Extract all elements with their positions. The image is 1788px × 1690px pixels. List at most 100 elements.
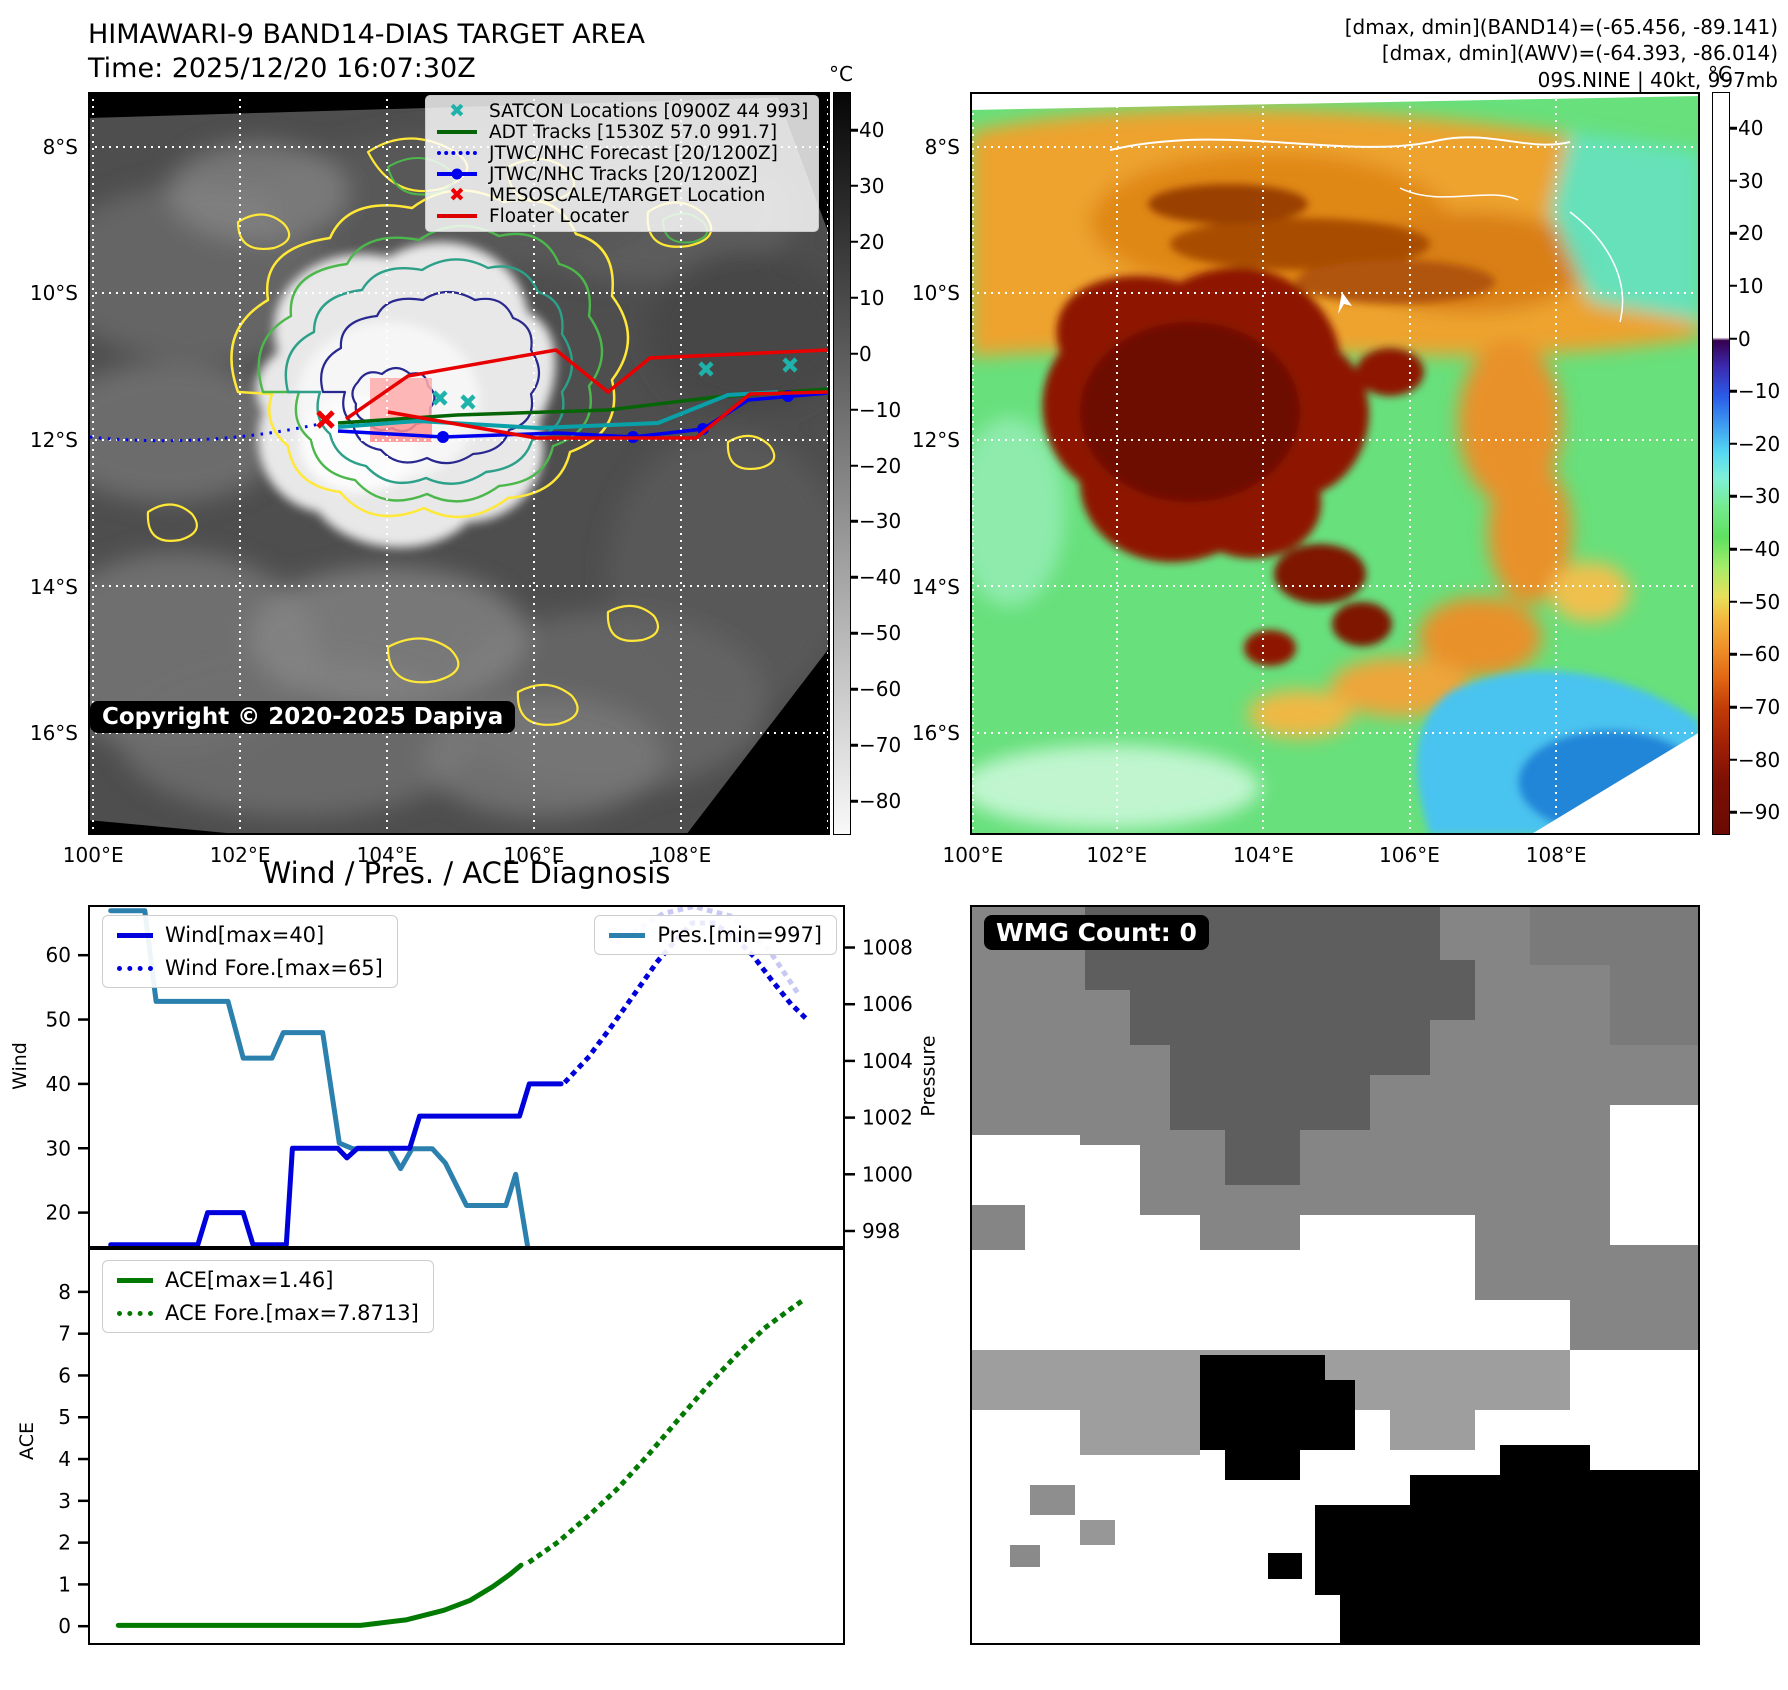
ir-colorbar-tick-label: 10 (859, 285, 885, 310)
ir-colorbar-tick-mark (851, 520, 858, 523)
ace-chart: 0 1 2 3 4 5 6 7 8 ACE[max=1.46] ACE Fore.[max=7.8… (58, 1248, 845, 1645)
legend-item-label: ADT Tracks [1530Z 57.0 991.7] (489, 121, 778, 143)
right-map-lon-tick: 104°E (1233, 843, 1294, 867)
ir-satellite-map: ✖ SATCON Locations [0900Z 44 993] ADT Trac… (30, 92, 830, 867)
enhanced-colorbar-tick-mark (1730, 758, 1737, 761)
left-map-lon-tick: 100°E (62, 843, 124, 867)
enhanced-colorbar-tick-label: −80 (1738, 747, 1781, 772)
legend-solid-line (437, 130, 477, 134)
enhanced-colorbar-tick-mark (1730, 389, 1737, 393)
enhanced-colorbar-tick-label: −30 (1738, 484, 1781, 509)
ir-colorbar-tick-label: −50 (859, 621, 902, 646)
ir-colorbar-tick-label: 40 (859, 118, 885, 142)
ir-colorbar-tick-mark (851, 408, 858, 411)
right-map-lon-tick: 100°E (942, 843, 1004, 867)
line-marker-icon (434, 130, 480, 134)
enhanced-colorbar-tick-label: −40 (1738, 537, 1781, 562)
ir-colorbar-tick-mark (851, 799, 858, 803)
left-map-lat-tick: 16°S (29, 721, 78, 746)
wind-ytick: 40 (46, 1072, 71, 1096)
wind-series-pres-fore- (614, 905, 804, 1000)
enhanced-colorbar-tick-mark (1730, 653, 1737, 656)
ace-legend-label: ACE[max=1.46] (165, 1268, 334, 1292)
enhanced-colorbar-tick-label: −70 (1738, 695, 1781, 720)
info-awv: [dmax, dmin](AWV)=(-64.393, -86.014) (1381, 41, 1778, 66)
ace-legend-entry: ACE Fore.[max=7.8713] (117, 1301, 419, 1325)
page-title: HIMAWARI-9 BAND14-DIAS TARGET AREA (88, 19, 645, 50)
line-marker-icon (434, 214, 480, 218)
wind-ytick: 60 (46, 943, 71, 967)
wind-legend-swatch (117, 932, 153, 938)
right-map-lat-tick: 8°S (924, 134, 960, 159)
ace-ytick: 0 (58, 1614, 71, 1638)
ace-axis-label: ACE (15, 1422, 38, 1460)
ace-ytick: 1 (58, 1572, 71, 1596)
ir-colorbar: °C 40 30 20 10 0 −10 −20 −30 −40 −50 −60 −70 −80 (829, 62, 903, 835)
enhanced-colorbar-tick-label: 10 (1738, 273, 1764, 298)
wind-ytick: 50 (46, 1008, 71, 1032)
floater-track-line (345, 348, 829, 421)
wind-legend-entry: Wind Fore.[max=65] (117, 956, 383, 980)
x-marker-icon: ✖ (434, 101, 480, 121)
pressure-legend-swatch (609, 932, 646, 938)
wind-legend: Wind[max=40] Wind Fore.[max=65] (102, 915, 398, 988)
enhanced-colorbar-tick-mark (1730, 811, 1737, 814)
legend-item: ✖ SATCON Locations [0900Z 44 993] (434, 100, 809, 122)
enhanced-colorbar-tick-mark (1730, 232, 1737, 235)
right-map-lat-tick: 12°S (911, 427, 960, 452)
right-map-lat-tick: 14°S (911, 574, 960, 599)
enhanced-colorbar-tick-label: −60 (1738, 642, 1781, 667)
ace-series-ace-fore- (527, 1293, 811, 1565)
wind-ytick: 1006 (862, 992, 913, 1016)
ir-colorbar-tick-label: −10 (859, 397, 902, 422)
enhanced-colorbar: °C 40 30 20 10 0 −10 −20 −30 −40 −50 −60 −70 −80 −90 (1708, 62, 1782, 835)
ace-legend-label: ACE Fore.[max=7.8713] (165, 1301, 419, 1325)
wind-legend-entry: Wind[max=40] (117, 923, 383, 947)
enhanced-colorbar-tick-label: 0 (1738, 326, 1751, 351)
legend-solid-line (437, 214, 477, 218)
map-legend: ✖ SATCON Locations [0900Z 44 993] ADT Trac… (425, 95, 820, 232)
ir-colorbar-tick-label: −60 (859, 677, 902, 702)
pressure-legend-label: Pres.[min=997] (657, 923, 822, 947)
ir-colorbar-tick-label: −80 (859, 789, 902, 814)
wind-ytick: 1008 (862, 936, 913, 960)
forecast-track-line (89, 421, 325, 443)
satcon-x-markers (432, 357, 798, 410)
mesoscale-x-marker (316, 410, 335, 429)
enhanced-colorbar-tick-mark (1730, 284, 1737, 288)
legend-item-label: JTWC/NHC Forecast [20/1200Z] (489, 142, 778, 164)
wind-ytick: 30 (46, 1136, 71, 1160)
right-map-lon-tick: 106°E (1379, 843, 1440, 867)
ir-colorbar-tick-label: −30 (859, 509, 902, 534)
ir-colorbar-tick-label: −70 (859, 733, 902, 758)
chart-title: Wind / Pres. / ACE Diagnosis (262, 856, 671, 890)
ir-colorbar-tick-mark (851, 240, 858, 244)
ir-colorbar-tick-mark (851, 576, 858, 579)
ace-ytick: 2 (58, 1531, 71, 1555)
pressure-legend: Pres.[min=997] (594, 915, 837, 955)
legend-item: JTWC/NHC Tracks [20/1200Z] (434, 163, 808, 185)
wind-ytick: 998 (862, 1219, 900, 1243)
ace-legend-swatch (117, 1310, 153, 1316)
line-marker-icon (434, 168, 480, 180)
storm-info-block: [dmax, dmin](BAND14)=(-65.456, -89.141) … (1345, 14, 1778, 93)
enhanced-colorbar-tick-label: 40 (1738, 116, 1764, 140)
wind-series-pres- (108, 908, 531, 1248)
ace-legend-entry: ACE[max=1.46] (117, 1268, 419, 1292)
legend-item-label: MESOSCALE/TARGET Location (489, 184, 766, 206)
ace-ytick: 8 (58, 1280, 71, 1304)
legend-x-glyph: ✖ (449, 183, 465, 206)
info-band14: [dmax, dmin](BAND14)=(-65.456, -89.141) (1344, 15, 1778, 39)
copyright-badge: Copyright © 2020-2025 Dapiya (90, 701, 516, 733)
enhanced-colorbar-tick-mark (1730, 600, 1737, 603)
ir-colorbar-tick-mark (851, 352, 858, 355)
enhanced-colorbar-tick-mark (1730, 126, 1737, 130)
legend-item-label: SATCON Locations [0900Z 44 993] (489, 100, 809, 122)
enhanced-colorbar-tick-label: 20 (1738, 221, 1764, 246)
legend-item-label: JTWC/NHC Tracks [20/1200Z] (489, 163, 758, 185)
ace-ytick: 4 (58, 1447, 71, 1471)
legend-track-dot (451, 168, 463, 180)
left-map-lat-tick: 8°S (42, 134, 78, 159)
ir-colorbar-gradient (833, 92, 851, 835)
